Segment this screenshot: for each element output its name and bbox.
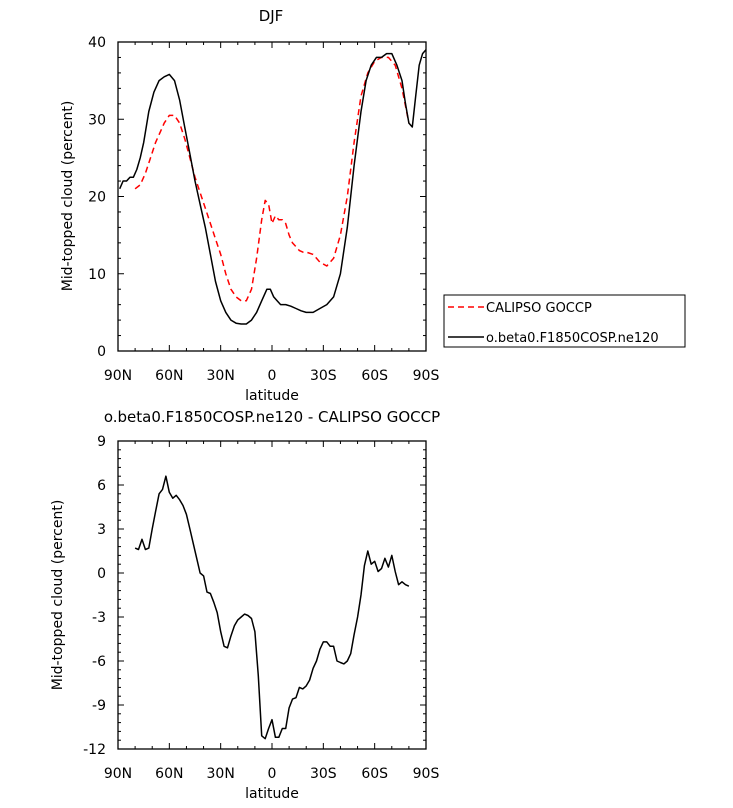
top-series-line-2 xyxy=(119,49,427,325)
bottom-plot-frame xyxy=(117,440,427,750)
top-y-tick-label: 10 xyxy=(88,267,106,283)
top-y-tick-label: 30 xyxy=(88,112,106,128)
top-x-tick-label: 30S xyxy=(310,368,337,384)
bottom-x-tick-label: 30S xyxy=(310,766,337,782)
bottom-series-line-1 xyxy=(134,475,410,740)
bottom-series-lines xyxy=(134,475,410,740)
top-x-tick-label: 60N xyxy=(155,368,183,384)
bottom-panel: o.beta0.F1850COSP.ne120 - CALIPSO GOCCP … xyxy=(50,408,440,802)
bottom-x-axis-label: latitude xyxy=(245,786,299,802)
bottom-x-tick-label: 90S xyxy=(413,766,440,782)
top-y-axis-label: Mid-topped cloud (percent) xyxy=(60,101,76,292)
bottom-x-tick-label: 90N xyxy=(104,766,132,782)
top-plot-frame xyxy=(117,41,427,352)
top-y-ticks: 0 10 20 30 40 xyxy=(88,35,426,360)
bottom-y-tick-label: -12 xyxy=(83,742,106,758)
top-y-tick-label: 0 xyxy=(97,344,106,360)
top-x-tick-label: 90N xyxy=(104,368,132,384)
legend-label-calipso: CALIPSO GOCCP xyxy=(486,301,592,316)
bottom-x-tick-label: 0 xyxy=(268,766,277,782)
top-x-tick-label: 90S xyxy=(413,368,440,384)
top-x-ticks: 90N 60N 30N 0 30S 60S 90S xyxy=(104,42,440,384)
top-x-tick-label: 30N xyxy=(207,368,235,384)
top-x-axis-label: latitude xyxy=(245,388,299,404)
bottom-y-tick-label: 6 xyxy=(97,478,106,494)
top-x-tick-label: 60S xyxy=(361,368,388,384)
top-y-tick-label: 20 xyxy=(88,190,106,206)
bottom-y-tick-label: -3 xyxy=(92,610,106,626)
top-title: DJF xyxy=(259,7,284,25)
top-panel: DJF 90N 60N 30N 0 30S 60S 90S 0 10 20 30 40 latitu… xyxy=(60,7,439,404)
bottom-y-ticks: -12 -9 -6 -3 0 3 6 9 xyxy=(83,434,426,758)
bottom-y-tick-label: -9 xyxy=(92,698,106,714)
legend: CALIPSO GOCCP o.beta0.F1850COSP.ne120 xyxy=(443,294,686,348)
top-series-line-1 xyxy=(134,56,410,302)
top-x-tick-label: 0 xyxy=(268,368,277,384)
bottom-x-tick-label: 30N xyxy=(207,766,235,782)
bottom-y-tick-label: 3 xyxy=(97,522,106,538)
bottom-title: o.beta0.F1850COSP.ne120 - CALIPSO GOCCP xyxy=(104,408,440,426)
bottom-y-tick-label: 0 xyxy=(97,566,106,582)
top-y-tick-label: 40 xyxy=(88,35,106,51)
legend-box xyxy=(443,294,686,348)
top-series-lines xyxy=(119,49,427,325)
bottom-x-tick-label: 60N xyxy=(155,766,183,782)
bottom-y-axis-label: Mid-topped cloud (percent) xyxy=(50,500,66,691)
legend-label-model: o.beta0.F1850COSP.ne120 xyxy=(486,331,659,346)
bottom-y-tick-label: 9 xyxy=(97,434,106,450)
bottom-x-tick-label: 60S xyxy=(361,766,388,782)
bottom-x-ticks: 90N 60N 30N 0 30S 60S 90S xyxy=(104,441,440,782)
bottom-y-tick-label: -6 xyxy=(92,654,106,670)
